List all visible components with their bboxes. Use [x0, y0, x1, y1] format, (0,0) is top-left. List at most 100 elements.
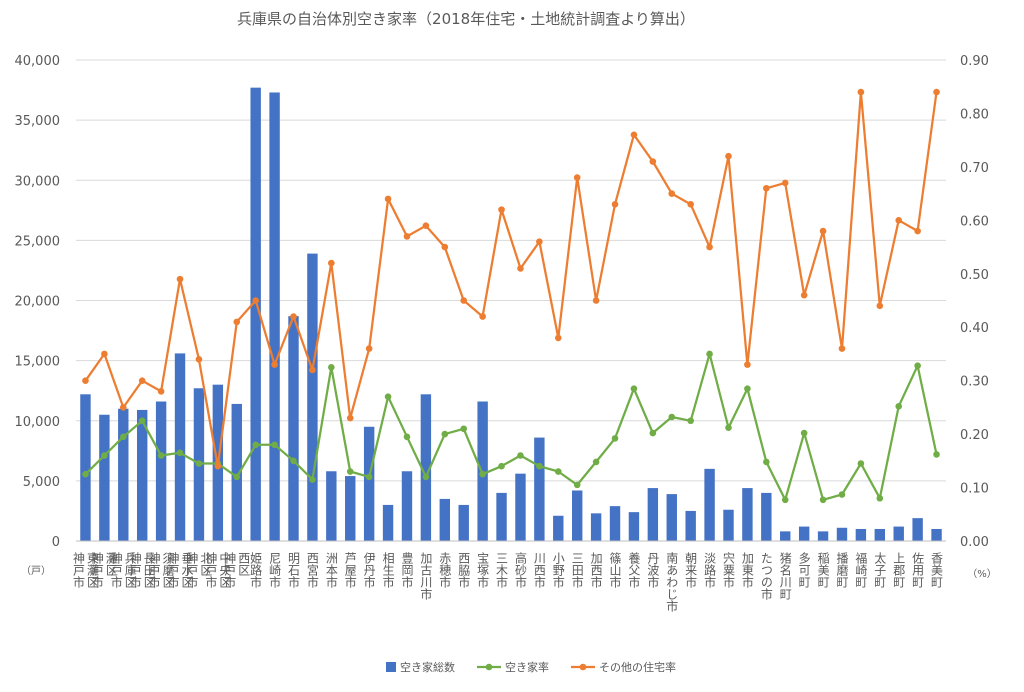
category-label-part: 佐用町 — [911, 552, 925, 588]
category-label: 洲本市 — [324, 552, 338, 588]
category-label: 香美町 — [930, 552, 944, 588]
category-label-part: 小野市 — [551, 552, 565, 588]
legend-label: その他の住宅率 — [599, 660, 676, 674]
data-point — [536, 462, 543, 470]
bar — [496, 492, 507, 541]
bar — [893, 526, 904, 541]
category-label: 神戸市 長田区 — [128, 552, 156, 588]
data-point — [422, 222, 430, 229]
bar — [553, 515, 564, 541]
category-label: 福崎町 — [854, 551, 868, 588]
right-tick-label: 0.90 — [960, 54, 989, 69]
category-label-part: 西脇市 — [457, 552, 471, 588]
category-label: 神戸市 垂水区 — [166, 552, 194, 588]
bar — [590, 513, 602, 541]
category-label-part: 神戸市 — [71, 552, 85, 588]
category-label: 神戸市 須磨区 — [147, 552, 175, 588]
data-point — [422, 473, 430, 481]
right-axis-unit: （%） — [967, 568, 997, 580]
left-tick-label: 25,000 — [15, 234, 61, 249]
category-label-part: 加古川市 — [419, 552, 433, 600]
data-point — [800, 429, 808, 437]
category-label-part: 淡路市 — [703, 552, 717, 588]
left-tick-label: 20,000 — [15, 295, 61, 310]
bar — [931, 528, 942, 541]
right-tick-label: 0.50 — [960, 268, 989, 283]
data-point — [611, 435, 619, 442]
data-point — [138, 377, 146, 384]
category-label-part: 神戸市 — [128, 552, 142, 588]
legend-marker — [579, 663, 587, 671]
data-point — [290, 457, 297, 465]
right-tick-label: 0.00 — [960, 535, 989, 550]
data-point — [101, 350, 108, 358]
category-label-part: 灘区 — [104, 552, 118, 576]
bar — [912, 518, 923, 541]
data-point — [271, 441, 278, 449]
category-label: 神戸市 西区 — [223, 552, 251, 588]
category-label-part: 中央区 — [218, 551, 232, 588]
category-label-part: 太子町 — [873, 551, 887, 588]
data-point — [157, 452, 165, 459]
data-point — [119, 404, 127, 411]
category-label-part: 洲本市 — [324, 552, 338, 588]
data-point — [517, 265, 524, 272]
category-label: 佐用町 — [911, 552, 925, 588]
bar — [817, 531, 829, 541]
bar — [855, 528, 867, 541]
category-label-part: たつの市 — [759, 552, 773, 600]
data-point — [838, 345, 846, 352]
category-label: 南あわじ市 — [665, 551, 679, 612]
data-point — [309, 476, 316, 483]
category-label: 小野市 — [551, 552, 565, 588]
data-point — [895, 217, 903, 224]
category-label-part: 明石市 — [287, 552, 301, 588]
category-label: たつの市 — [759, 552, 773, 600]
data-point — [384, 393, 392, 401]
data-point — [195, 460, 203, 467]
category-label: 芦屋市 — [343, 552, 357, 588]
data-point — [214, 462, 222, 470]
category-label-part: 福崎町 — [854, 551, 868, 588]
right-tick-label: 0.40 — [960, 321, 989, 336]
category-label-part: 宝塚市 — [476, 552, 490, 588]
right-tick-label: 0.70 — [960, 161, 989, 176]
data-point — [763, 458, 770, 466]
data-point — [630, 131, 638, 139]
category-label-part: 朝来市 — [684, 552, 698, 588]
bar — [458, 504, 469, 541]
data-point — [725, 424, 732, 431]
category-label-part: 豊岡市 — [400, 552, 414, 588]
bar — [723, 509, 734, 541]
data-point — [630, 385, 638, 392]
bar — [609, 506, 621, 541]
category-label-part: 赤穂市 — [438, 552, 452, 588]
data-point — [819, 496, 827, 504]
data-point — [252, 297, 259, 304]
category-label: 淡路市 — [703, 552, 717, 588]
data-point — [138, 417, 146, 425]
bar — [269, 92, 280, 541]
category-label-part: 上郡町 — [892, 552, 906, 588]
data-point — [914, 362, 921, 370]
category-label-part: 香美町 — [930, 552, 944, 588]
data-point — [933, 88, 940, 96]
category-label: 猪名川町 — [778, 552, 792, 600]
data-point — [82, 470, 89, 478]
category-label: 上郡町 — [892, 552, 906, 588]
category-label-part: 加西市 — [589, 552, 603, 588]
data-point — [876, 302, 884, 310]
category-label: 丹波市 — [646, 552, 660, 588]
category-label: 伊丹市 — [362, 552, 376, 588]
bar — [571, 490, 583, 541]
data-point — [536, 238, 543, 246]
left-tick-label: 10,000 — [15, 415, 61, 430]
bar — [363, 426, 375, 541]
category-label: 播磨町 — [835, 552, 849, 588]
data-point — [649, 429, 657, 437]
category-label-part: 神戸市 — [166, 552, 180, 588]
bar — [515, 473, 526, 541]
left-tick-label: 5,000 — [23, 475, 60, 490]
legend: 空き家総数 空き家率 その他の住宅率 — [386, 660, 676, 674]
right-tick-label: 0.80 — [960, 107, 989, 122]
